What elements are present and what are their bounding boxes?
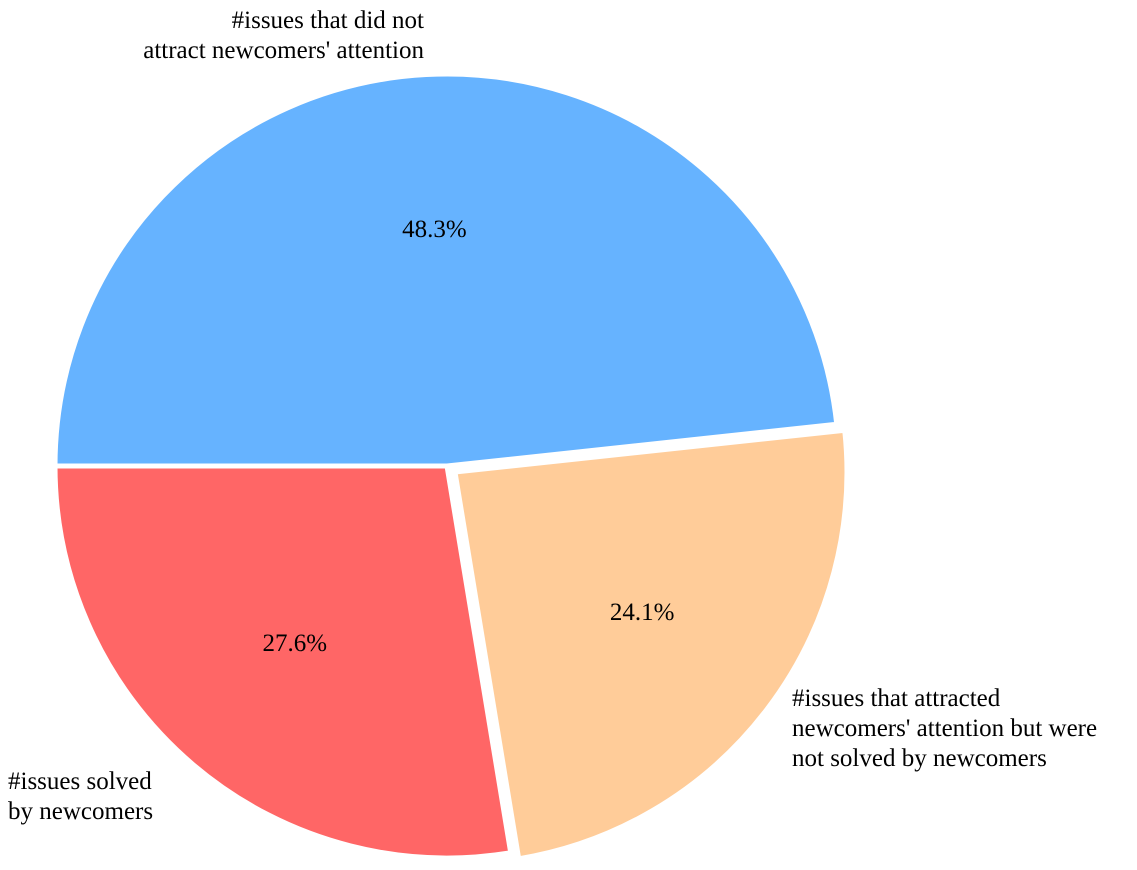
percentage-labels: 48.3% 24.1% 27.6%	[263, 216, 675, 657]
category-label-issues-attracted-not-solved: #issues that attracted newcomers' attenti…	[792, 685, 1097, 772]
category-label-line: #issues that did not	[232, 7, 424, 34]
pie-slice-issues-solved-by-newcomers	[52, 463, 514, 861]
pie-slice-issues-attracted-not-solved	[452, 427, 850, 862]
category-label-line: attract newcomers' attention	[143, 37, 424, 64]
pct-label-issues-solved-by-newcomers: 27.6%	[263, 630, 328, 657]
category-label-line: not solved by newcomers	[792, 745, 1047, 772]
pct-label-issues-not-attracting-attention: 48.3%	[402, 216, 467, 243]
pct-label-issues-attracted-not-solved: 24.1%	[610, 599, 675, 626]
category-labels: #issues that did not attract newcomers' a…	[8, 7, 1097, 825]
pie-slice-issues-not-attracting-attention	[52, 71, 840, 469]
category-label-issues-not-attracting-attention: #issues that did not attract newcomers' a…	[143, 7, 424, 64]
category-label-line: #issues that attracted	[792, 685, 1001, 712]
category-label-line: #issues solved	[8, 768, 152, 795]
category-label-line: by newcomers	[8, 798, 153, 825]
pie-slices	[52, 71, 850, 862]
category-label-issues-solved-by-newcomers: #issues solved by newcomers	[8, 768, 153, 825]
category-label-line: newcomers' attention but were	[792, 715, 1097, 742]
